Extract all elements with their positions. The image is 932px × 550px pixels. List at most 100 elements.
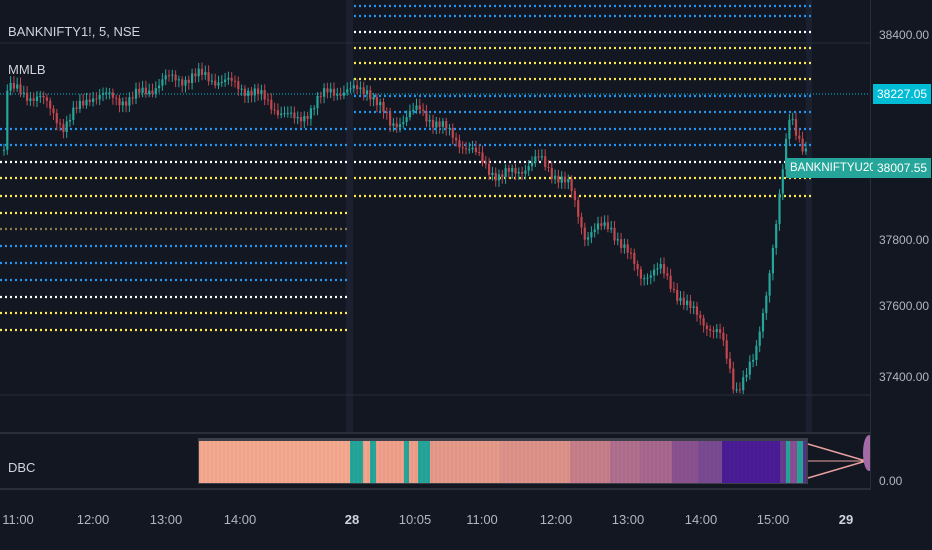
candle-body [402,122,405,125]
candle-body [316,95,319,109]
candle-body [596,223,600,230]
dbc-band-segment [722,441,780,483]
candle-body [547,166,550,169]
time-tick-label: 14:00 [684,512,718,527]
candle-body [491,172,494,175]
candle-body [52,108,55,113]
candle-body [752,359,755,362]
candle-body [494,172,497,181]
candle-body [313,108,316,110]
candle-body [761,313,765,332]
candle-body [115,97,118,99]
candle-body [194,73,197,77]
candle-body [501,174,504,177]
candle-body [101,93,105,95]
indicator-legend[interactable]: MMLB [8,62,46,77]
candle-body [659,264,662,269]
dbc-band-segment [640,441,672,483]
dbc-band-segment [803,441,806,483]
candle-body [62,124,65,133]
candle-body [125,101,128,106]
candle-body [319,95,322,97]
candle-body [131,97,134,99]
time-tick-label: 12:00 [76,512,110,527]
candle-body [451,127,454,138]
candle-body [735,389,738,391]
day-tick-label: 29 [838,512,854,527]
candle-body [590,232,593,238]
candle-body [375,96,378,106]
candle-body [425,110,428,122]
candle-body [458,140,461,148]
candle-body [662,264,666,274]
candle-body [339,94,342,96]
oscillator-legend[interactable]: DBC [8,460,36,475]
candle-body [296,117,299,119]
dbc-band-segment [350,441,363,483]
dbc-band-segment [672,441,698,483]
candle-body [801,138,804,152]
candle-body [2,149,6,151]
candle-body [656,268,659,270]
osc-tick-label: 0.00 [879,474,903,488]
time-tick-label: 15:00 [756,512,790,527]
candle-body [448,127,451,129]
candle-body [85,99,88,106]
candle-body [788,119,791,139]
candle-body [395,123,398,128]
time-tick-label: 12:00 [539,512,573,527]
candle-body [78,100,81,109]
candle-body [280,113,283,116]
candle-body [534,156,537,163]
candle-body [689,300,692,308]
candle-body [636,263,639,270]
price-axis[interactable]: 38400.00 37800.00 37600.00 37400.00 0.00 [870,0,932,490]
candle-body [745,374,748,378]
candle-body [606,222,609,230]
candle-body [441,121,444,127]
candle-body [273,109,276,111]
candle-body [118,98,121,106]
candle-body [151,90,154,94]
dbc-band-segment [404,441,409,483]
candle-body [620,239,623,248]
candle-body [290,112,293,114]
dbc-band-segment [409,441,418,483]
price-tick-label: 38400.00 [879,28,930,42]
candle-body [177,79,180,81]
candle-body [504,168,507,177]
candle-body [524,170,527,174]
candle-body [365,90,369,95]
candle-body [200,68,204,75]
dbc-band-segment [797,441,803,483]
candle-body [138,88,141,93]
candle-body [303,115,306,122]
candle-body [686,300,689,305]
candle-body [775,224,778,248]
candle-body [755,345,758,360]
candle-body [134,88,138,99]
candle-body [570,178,573,192]
candle-body [623,244,626,248]
candle-body [233,80,237,82]
candle-body [276,110,279,116]
candle-body [9,82,12,91]
price-chart-pane[interactable] [0,0,870,432]
candle-body [530,162,534,167]
symbol-legend[interactable]: BANKNIFTY1!, 5, NSE [8,24,141,39]
dbc-oscillator-pane[interactable] [0,432,870,490]
candle-body [217,82,220,86]
candle-body [758,331,761,346]
candle-body [329,88,332,93]
candle-body [379,101,382,106]
candle-body [68,119,72,122]
candle-body [148,90,151,95]
candle-body [405,117,408,123]
candle-body [352,85,355,89]
candle-body [240,88,243,90]
time-axis[interactable] [0,490,870,550]
candle-body [682,297,685,305]
candle-body [98,94,101,100]
candle-body [35,96,39,101]
candle-body [306,115,309,119]
